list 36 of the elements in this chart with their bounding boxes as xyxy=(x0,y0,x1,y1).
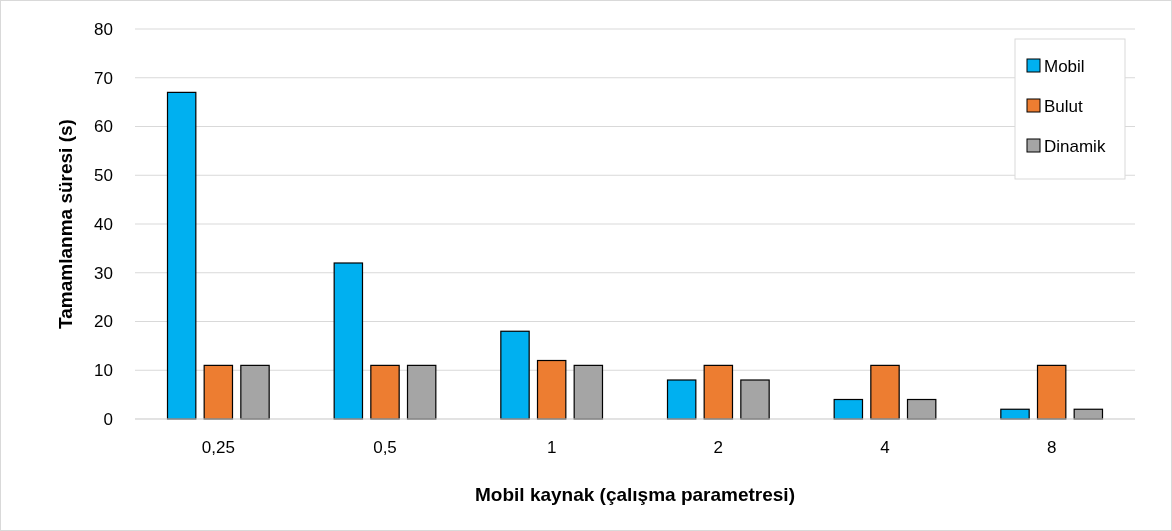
y-tick-label: 80 xyxy=(94,19,113,39)
bar xyxy=(906,398,937,420)
bar xyxy=(703,364,734,420)
bar xyxy=(370,364,400,420)
bar xyxy=(333,262,364,420)
y-tick-label: 30 xyxy=(94,263,113,283)
bar xyxy=(203,364,234,420)
bar xyxy=(666,379,697,420)
bar xyxy=(573,364,604,420)
y-tick-label: 10 xyxy=(94,361,113,381)
bar xyxy=(1036,364,1067,420)
y-tick-label: 60 xyxy=(94,117,113,137)
x-tick-label: 1 xyxy=(546,438,557,457)
bar xyxy=(740,379,770,420)
x-tick-label: 0,5 xyxy=(373,438,397,457)
bar xyxy=(240,364,270,420)
y-tick-label: 70 xyxy=(94,68,113,88)
y-tick-label: 40 xyxy=(94,214,113,234)
x-tick-label: 8 xyxy=(1046,438,1057,457)
bar xyxy=(500,330,530,420)
legend-label: Dinamik xyxy=(1044,136,1106,156)
bar xyxy=(166,91,197,420)
x-tick-label: 2 xyxy=(713,438,724,457)
legend-label: Bulut xyxy=(1044,96,1084,116)
y-axis-title: Tamamlanma süresi (s) xyxy=(55,119,76,329)
x-axis-title: Mobil kaynak (çalışma parametresi) xyxy=(475,484,795,505)
y-tick-label: 0 xyxy=(103,409,113,429)
bar xyxy=(870,364,900,420)
bar xyxy=(536,359,567,420)
legend-label: Mobil xyxy=(1044,56,1085,76)
bar xyxy=(406,364,437,420)
y-tick-label: 20 xyxy=(94,312,113,332)
bar xyxy=(833,398,864,420)
x-tick-label: 0,25 xyxy=(201,438,235,457)
x-tick-label: 4 xyxy=(880,438,890,457)
y-tick-label: 50 xyxy=(94,166,113,186)
